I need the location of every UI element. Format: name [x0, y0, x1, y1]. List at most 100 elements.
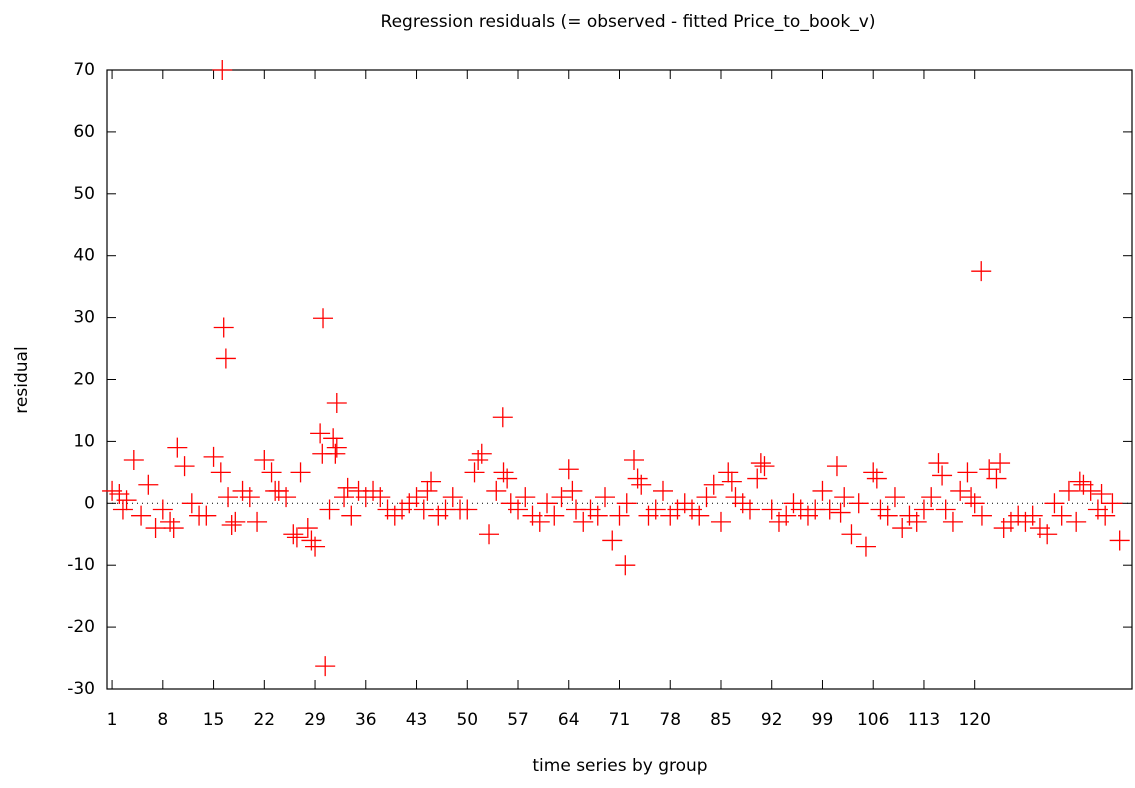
point	[990, 453, 1011, 474]
point	[276, 487, 297, 508]
x-tick-label: 106	[857, 710, 889, 730]
point	[286, 527, 307, 548]
x-tick-label: 120	[958, 710, 990, 730]
point	[145, 518, 166, 539]
point	[212, 60, 233, 80]
point	[892, 518, 913, 539]
point	[152, 499, 173, 520]
point	[703, 474, 724, 495]
x-axis-label: time series by group	[532, 756, 707, 776]
point	[609, 505, 630, 526]
point	[341, 505, 362, 526]
point	[529, 511, 550, 532]
x-tick-label: 36	[355, 710, 377, 730]
point	[627, 468, 648, 489]
point	[971, 261, 992, 282]
point	[218, 487, 239, 508]
point	[174, 456, 195, 477]
point	[1091, 484, 1112, 505]
point	[537, 493, 558, 514]
point	[163, 518, 184, 539]
point	[515, 487, 536, 508]
point	[631, 474, 652, 495]
point	[337, 477, 358, 498]
point	[866, 468, 887, 489]
point	[283, 524, 304, 545]
point	[325, 443, 346, 464]
point	[595, 487, 616, 508]
point	[932, 465, 953, 486]
point	[181, 493, 202, 514]
point	[457, 499, 478, 520]
point	[718, 462, 739, 483]
point	[464, 462, 485, 483]
point	[203, 446, 224, 467]
point	[313, 308, 334, 329]
point	[486, 480, 507, 501]
point	[497, 468, 518, 489]
point	[906, 511, 927, 532]
point	[1109, 530, 1130, 551]
y-tick-label: 0	[84, 493, 95, 513]
point	[587, 505, 608, 526]
point	[645, 499, 666, 520]
point	[290, 462, 311, 483]
point	[413, 499, 434, 520]
y-tick-label: 50	[73, 184, 95, 204]
x-tick-label: 15	[203, 710, 225, 730]
x-tick-label: 29	[304, 710, 326, 730]
point	[863, 462, 884, 483]
point	[370, 487, 391, 508]
point	[493, 462, 514, 483]
x-tick-label: 22	[253, 710, 275, 730]
x-tick-label: 57	[507, 710, 529, 730]
point	[739, 499, 760, 520]
point	[116, 490, 137, 511]
point	[1058, 480, 1079, 501]
point	[301, 530, 322, 551]
point	[884, 487, 905, 508]
point	[986, 468, 1007, 489]
point	[1066, 511, 1087, 532]
point	[928, 453, 949, 474]
point	[652, 480, 673, 501]
y-tick-label: -10	[67, 555, 95, 575]
chart-title: Regression residuals (= observed - fitte…	[381, 12, 876, 32]
y-tick-label: 60	[73, 122, 95, 142]
point	[747, 468, 768, 489]
x-tick-label: 1	[107, 710, 118, 730]
point	[761, 499, 782, 520]
point	[138, 474, 159, 495]
point	[239, 487, 260, 508]
point	[334, 487, 355, 508]
point	[1051, 505, 1072, 526]
point	[551, 487, 572, 508]
point	[776, 505, 797, 526]
point	[196, 505, 217, 526]
point	[1095, 505, 1116, 526]
point	[297, 518, 318, 539]
point	[247, 511, 268, 532]
point	[406, 487, 427, 508]
point	[819, 499, 840, 520]
point	[961, 487, 982, 508]
point	[315, 656, 336, 677]
point	[221, 514, 242, 535]
point	[615, 555, 636, 576]
point	[261, 462, 282, 483]
x-tick-label: 8	[157, 710, 168, 730]
y-tick-label: 20	[73, 370, 95, 390]
x-tick-label: 78	[659, 710, 681, 730]
x-tick-label: 92	[761, 710, 783, 730]
point	[623, 449, 644, 470]
point	[950, 480, 971, 501]
x-tick-label: 99	[812, 710, 834, 730]
point	[471, 443, 492, 464]
point	[508, 499, 529, 520]
y-tick-label: 70	[73, 60, 95, 80]
point	[112, 499, 133, 520]
point	[957, 462, 978, 483]
x-tick-label: 71	[609, 710, 631, 730]
x-tick-label: 85	[710, 710, 732, 730]
